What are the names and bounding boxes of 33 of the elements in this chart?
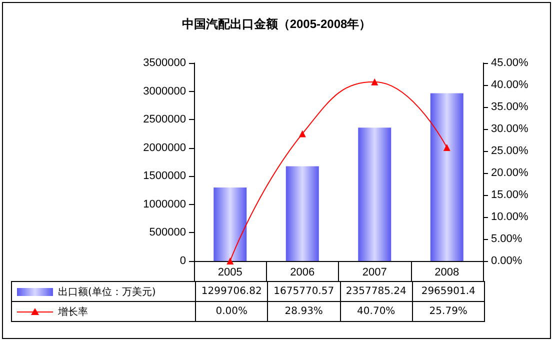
data-label: 1299706.82: [196, 282, 268, 302]
x-tick-label: 2005: [218, 266, 242, 278]
y-tick-label: 1500000: [143, 170, 186, 182]
chart-title: 中国汽配出口金额（2005-2008年）: [182, 17, 372, 31]
x-tick-label: 2008: [434, 266, 460, 278]
y-tick-label: 3500000: [143, 57, 186, 69]
y2-tick-label: 0.00%: [491, 255, 522, 267]
x-tick-label: 2006: [290, 266, 315, 278]
data-label: 40.70%: [340, 302, 412, 322]
y2-tick-label: 15.00%: [491, 189, 529, 201]
data-label: 1675770.57: [268, 282, 340, 302]
y2-tick-label: 45.00%: [491, 57, 529, 69]
legend-label: 出口额(单位：万美元): [12, 282, 196, 302]
y2-tick-label: 5.00%: [491, 233, 522, 245]
y-tick-label: 0: [180, 255, 186, 267]
data-label: 25.79%: [412, 302, 484, 322]
y-tick-label: 3000000: [143, 85, 186, 98]
y-tick-label: 1000000: [143, 198, 186, 210]
y-tick-label: 500000: [149, 226, 186, 239]
data-label: 2965901.4: [412, 282, 484, 302]
y2-tick-label: 25.00%: [491, 145, 529, 157]
x-tick-label: 2007: [362, 266, 387, 278]
y2-tick-label: 30.00%: [491, 123, 529, 135]
y2-tick-label: 10.00%: [491, 211, 529, 223]
y2-tick-label: 20.00%: [491, 167, 529, 179]
data-label: 28.93%: [268, 302, 340, 322]
data-label: 2357785.24: [340, 282, 412, 302]
data-label: 0.00%: [196, 302, 268, 322]
y2-tick-label: 40.00%: [491, 79, 529, 91]
y-tick-label: 2000000: [143, 142, 186, 154]
y-tick-label: 2500000: [143, 114, 186, 126]
y2-tick-label: 35.00%: [491, 101, 529, 113]
legend-label: 增长率: [12, 302, 196, 322]
